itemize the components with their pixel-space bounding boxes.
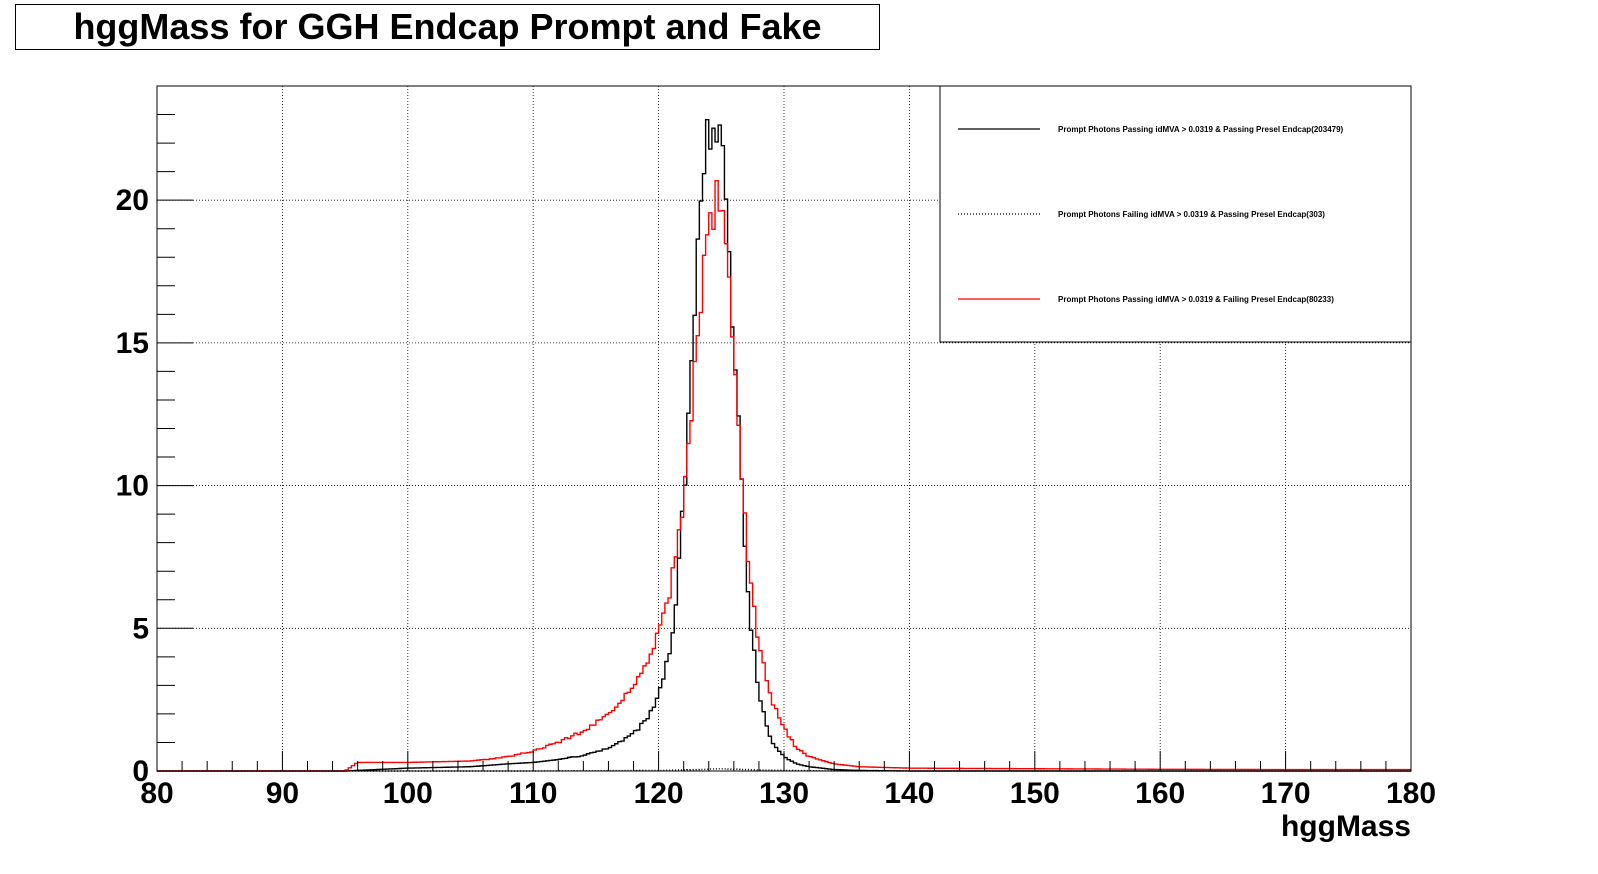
series-line-3 [157, 179, 1411, 772]
legend-label-1: Prompt Photons Passing idMVA > 0.0319 & … [1058, 125, 1344, 134]
x-tick-label: 120 [634, 777, 684, 810]
x-tick-label: 160 [1135, 777, 1185, 810]
x-tick-label: 100 [383, 777, 433, 810]
axis-ticks [156, 85, 1412, 772]
x-tick-label: 90 [266, 777, 299, 810]
x-tick-label: 180 [1386, 777, 1436, 810]
legend-label-2: Prompt Photons Failing idMVA > 0.0319 & … [1058, 210, 1325, 219]
x-tick-label: 150 [1010, 777, 1060, 810]
x-tick-label: 130 [759, 777, 809, 810]
chart-title: hggMass for GGH Endcap Prompt and Fake [73, 6, 822, 47]
x-tick-label: 110 [509, 777, 557, 810]
y-tick-label: 0 [132, 755, 149, 788]
tick-labels: 80 90 100 110 120 130 140 150 160 170 180 0 5 10 15 20 [116, 184, 1436, 810]
y-tick-label: 15 [116, 327, 149, 360]
x-tick-label: 170 [1261, 777, 1311, 810]
y-tick-label: 5 [132, 612, 149, 645]
x-tick-label: 80 [140, 777, 173, 810]
y-tick-label: 20 [116, 184, 149, 217]
legend: Prompt Photons Passing idMVA > 0.0319 & … [939, 85, 1412, 343]
y-tick-label: 10 [116, 470, 149, 503]
x-axis-title: hggMass [1281, 810, 1411, 843]
chart-title-box: hggMass for GGH Endcap Prompt and Fake [15, 4, 880, 50]
x-tick-label: 140 [884, 777, 934, 810]
legend-label-3: Prompt Photons Passing idMVA > 0.0319 & … [1058, 295, 1334, 304]
